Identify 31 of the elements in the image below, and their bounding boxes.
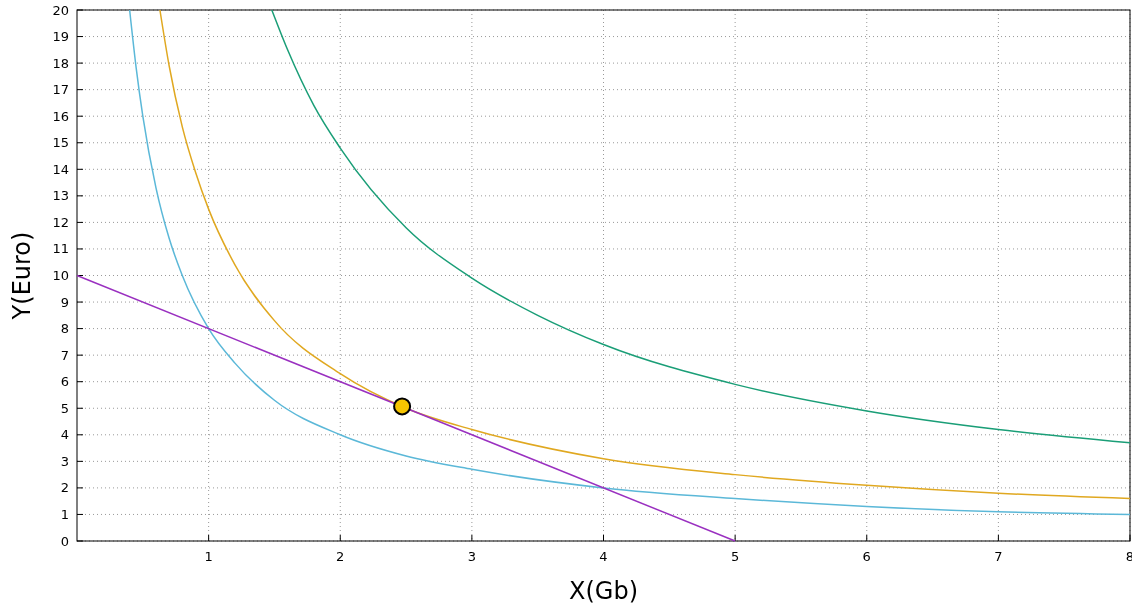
y-tick-label: 8 xyxy=(60,321,69,337)
y-tick-label: 7 xyxy=(60,347,69,363)
y-tick-label: 16 xyxy=(52,108,69,124)
y-tick-label: 6 xyxy=(60,374,69,390)
x-tick-label: 4 xyxy=(599,549,608,564)
y-tick-label: 15 xyxy=(52,135,69,151)
x-tick-label: 1 xyxy=(204,549,213,564)
y-tick-label: 14 xyxy=(52,161,69,177)
y-tick-label: 2 xyxy=(60,480,69,496)
x-tick-label: 5 xyxy=(730,549,740,564)
y-tick-label: 19 xyxy=(52,29,69,45)
y-tick-label: 5 xyxy=(60,400,69,416)
y-tick-label: 9 xyxy=(60,294,69,310)
x-tick-label: 3 xyxy=(467,549,477,564)
y-tick-label: 12 xyxy=(52,214,69,230)
y-tick-label: 13 xyxy=(52,188,69,204)
x-axis-title: X(Gb) xyxy=(569,577,638,605)
y-tick-label: 4 xyxy=(60,427,69,443)
y-tick-label: 18 xyxy=(52,55,69,71)
y-tick-label: 3 xyxy=(60,453,69,469)
y-tick-label: 17 xyxy=(52,82,69,98)
y-axis-title: Y(Euro) xyxy=(8,231,36,321)
y-tick-label: 10 xyxy=(52,268,69,283)
y-tick-label: 20 xyxy=(52,2,69,18)
x-tick-label: 7 xyxy=(994,549,1003,564)
y-tick-label: 0 xyxy=(60,533,69,549)
x-tick-label: 6 xyxy=(862,549,871,564)
x-tick-label: 2 xyxy=(336,549,345,564)
y-tick-label: 11 xyxy=(52,241,69,257)
line-series xyxy=(271,9,1131,444)
y-tick-label: 1 xyxy=(60,506,69,522)
